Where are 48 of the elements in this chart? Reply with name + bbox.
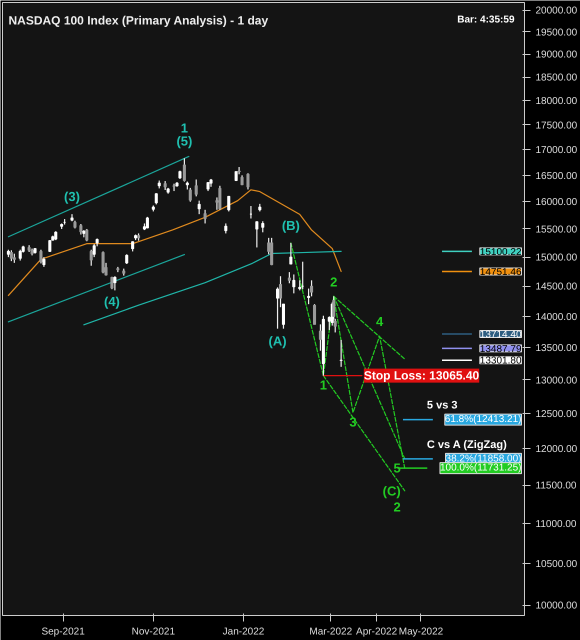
y-tick-label: 16500.00	[536, 170, 578, 182]
y-tick-label: 18000.00	[536, 96, 578, 108]
ref-line-label: 61.8%(12413.21)	[444, 414, 522, 426]
annotation: (3)	[64, 189, 80, 204]
ref-line-label: 13301.80	[480, 356, 522, 367]
annotation: (C)	[382, 483, 401, 498]
annotation: (B)	[282, 218, 300, 233]
x-tick-label: May-2022	[398, 626, 444, 638]
y-tick-label: 18500.00	[536, 72, 578, 84]
x-tick-label: Sep-2021	[41, 626, 86, 638]
y-tick-label: 10500.00	[536, 558, 578, 570]
y-tick-label: 16000.00	[536, 197, 578, 208]
y-tick-label: 17500.00	[536, 120, 578, 132]
y-tick-label: 14000.00	[536, 312, 578, 323]
y-tick-label: 14500.00	[536, 282, 578, 293]
annotation: 5 vs 3	[426, 400, 458, 412]
annotation: 2	[330, 274, 338, 290]
y-tick-label: 10000.00	[536, 600, 578, 612]
annotation: (A)	[268, 334, 287, 349]
annotation: C vs A (ZigZag)	[426, 438, 508, 451]
annotation: 1	[180, 120, 188, 136]
annotation: 4	[376, 314, 384, 330]
x-tick-label: Nov-2021	[132, 626, 176, 638]
ref-line-label: 100.0%(11731.25)	[440, 462, 522, 474]
ref-line-label: 38.2%(11858.00)	[446, 453, 522, 464]
ref-line-label: 13487.79	[480, 344, 522, 355]
annotation: Bar: 4:35:59	[457, 14, 515, 26]
y-tick-label: 20000.00	[536, 6, 578, 17]
text: NASDAQ 100 Index (Primary Analysis) - 1 day	[8, 14, 268, 28]
x-tick-label: Mar-2022	[309, 626, 353, 638]
x-tick-label: Jan-2022	[222, 626, 265, 638]
y-tick-label: 12000.00	[536, 444, 578, 456]
y-tick-label: 19500.00	[536, 27, 578, 38]
y-tick-label: 13500.00	[536, 343, 578, 354]
y-tick-label: 15500.00	[536, 224, 578, 236]
annotation: Stop Loss: 13065.40	[364, 368, 480, 383]
annotation: 2	[393, 499, 401, 514]
y-tick-label: 19000.00	[536, 50, 578, 61]
y-tick-label: 11000.00	[536, 518, 577, 530]
y-tick-label: 17000.00	[536, 145, 578, 156]
annotation: (5)	[176, 133, 192, 148]
y-tick-label: 13000.00	[536, 375, 578, 386]
y-tick-label: 15000.00	[536, 252, 578, 264]
annotation: (4)	[104, 294, 120, 310]
y-tick-label: 12500.00	[536, 409, 578, 420]
y-tick-label: 11500.00	[536, 480, 577, 492]
annotation: 1	[320, 378, 328, 393]
x-tick-label: Apr-2022	[356, 626, 398, 638]
